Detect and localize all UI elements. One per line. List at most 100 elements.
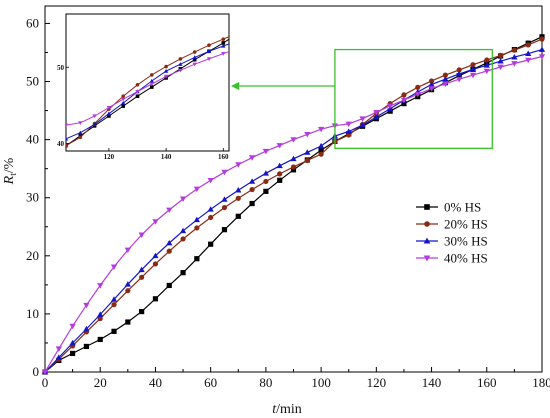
y-tick-label: 30	[26, 190, 39, 205]
y-tick-label: 50	[26, 74, 39, 89]
data-point	[276, 143, 283, 149]
data-point	[166, 239, 173, 246]
inset-data-point	[50, 128, 54, 132]
inset-data-point	[235, 47, 239, 51]
x-tick-label: 180	[532, 375, 550, 390]
inset-data-point	[163, 74, 169, 79]
y-tick-label: 40	[26, 132, 39, 147]
data-point	[235, 195, 241, 201]
inset-data-point	[135, 82, 140, 87]
legend-marker	[423, 255, 431, 262]
data-point	[428, 81, 435, 87]
x-tick-label: 100	[311, 375, 331, 390]
data-point	[428, 78, 435, 84]
data-point	[497, 52, 504, 58]
inset-data-point	[121, 100, 126, 105]
data-point	[166, 248, 172, 254]
y-tick-label: 20	[26, 248, 39, 263]
data-point	[304, 132, 311, 138]
data-point	[152, 261, 159, 267]
inset-data-point	[135, 90, 140, 94]
data-point	[428, 86, 435, 92]
y-tick-label: 60	[26, 15, 39, 30]
data-point	[497, 64, 504, 71]
x-tick-label: 160	[477, 375, 497, 390]
inset-data-point	[192, 62, 197, 67]
data-point	[97, 315, 103, 322]
inset-data-point	[192, 50, 197, 54]
x-tick-label: 140	[422, 375, 442, 390]
data-point	[456, 67, 462, 73]
data-point	[483, 68, 490, 75]
data-point	[318, 151, 324, 157]
inset-series-line	[66, 36, 229, 147]
data-point	[456, 76, 463, 83]
data-point	[97, 336, 103, 343]
data-point	[221, 169, 228, 176]
data-point	[41, 369, 49, 376]
inset-data-point	[149, 85, 154, 89]
x-tick-label: 0	[42, 375, 49, 390]
data-point	[484, 57, 490, 63]
data-point	[179, 227, 187, 234]
data-point	[235, 213, 241, 219]
data-point	[208, 241, 214, 247]
data-point	[401, 92, 407, 98]
data-point	[138, 232, 145, 239]
inset-data-point	[149, 82, 154, 87]
inset-data-point	[50, 150, 54, 154]
inset-series-line	[66, 43, 229, 140]
y-tick-label: 0	[33, 364, 40, 379]
data-point	[511, 61, 518, 67]
data-point	[249, 186, 255, 193]
inset-y-tick-label: 40	[57, 140, 65, 148]
zoom-box	[334, 48, 493, 149]
data-point	[387, 103, 394, 110]
data-point	[442, 76, 449, 82]
inset-frame	[65, 13, 230, 152]
data-point	[345, 128, 352, 134]
data-point	[125, 319, 131, 325]
data-point	[124, 247, 131, 254]
zoom-arrow-head	[231, 82, 239, 90]
inset-data-point	[78, 135, 83, 140]
data-point	[304, 157, 310, 164]
main-series	[41, 34, 546, 376]
inset-series-2	[50, 43, 229, 154]
data-point	[97, 283, 104, 289]
data-point	[483, 62, 490, 68]
data-point	[359, 116, 366, 122]
series-2	[41, 46, 546, 375]
data-point	[290, 167, 297, 173]
data-point	[304, 149, 311, 155]
data-point	[290, 137, 297, 143]
data-point	[152, 219, 159, 225]
data-point	[83, 343, 90, 350]
data-point	[194, 225, 200, 231]
inset-series-line	[66, 50, 229, 126]
inset-data-point	[206, 49, 212, 53]
data-point	[179, 196, 187, 202]
inset-data-point	[192, 55, 197, 60]
data-point	[511, 54, 518, 60]
data-point	[55, 346, 62, 352]
inset-data-point	[221, 43, 226, 48]
data-point	[110, 264, 118, 270]
data-point	[221, 204, 228, 211]
inset-data-point	[164, 64, 168, 69]
data-point	[277, 171, 283, 177]
legend-label: 20% HS	[444, 217, 488, 232]
data-point	[139, 274, 145, 280]
data-point	[373, 113, 380, 120]
data-point	[262, 170, 270, 176]
data-point	[235, 162, 242, 168]
legend: 0% HS 20% HS 30% HS 40% HS	[416, 200, 488, 266]
data-point	[152, 252, 159, 259]
data-point	[442, 81, 449, 87]
data-point	[263, 188, 269, 194]
data-point	[70, 350, 76, 357]
inset-x-tick-label: 120	[104, 153, 115, 161]
data-point	[277, 177, 283, 183]
data-point	[194, 256, 200, 262]
